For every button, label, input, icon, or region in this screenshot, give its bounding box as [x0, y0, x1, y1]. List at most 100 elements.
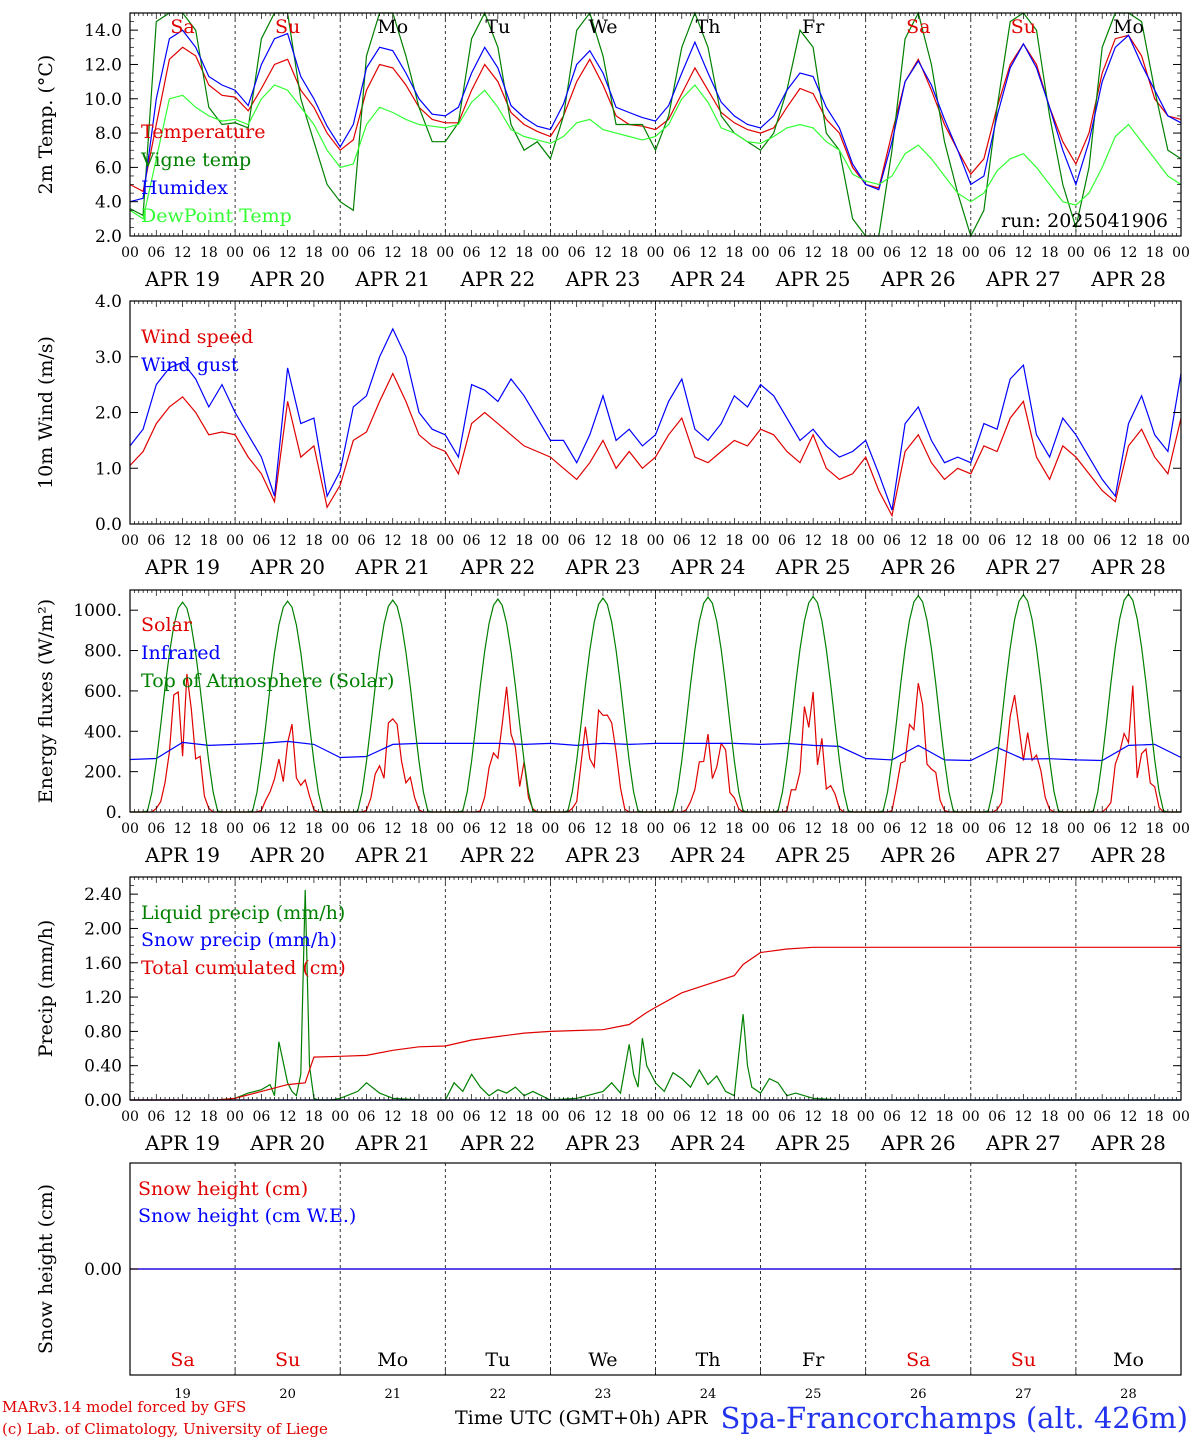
plot-frame — [129, 12, 1182, 237]
y-tick-label: 1000. — [73, 601, 122, 621]
hour-tick-label: 12 — [1120, 821, 1138, 837]
hour-tick-label: 00 — [226, 533, 244, 549]
legend-entry: Snow height (cm W.E.) — [138, 1205, 356, 1227]
hour-tick-label: 12 — [1014, 245, 1032, 261]
hour-tick-label: 12 — [174, 821, 192, 837]
day-label: APR 26 — [880, 843, 956, 867]
panel-3: 0. 200. 400. 600. 800. 1000. Energy fluxes (W/… — [35, 589, 1190, 867]
day-number-label: 21 — [384, 1387, 401, 1402]
day-label: APR 19 — [144, 1131, 220, 1155]
hour-tick-label: 18 — [1041, 1109, 1059, 1125]
hour-tick-label: 18 — [1041, 533, 1059, 549]
hour-tick-label: 06 — [883, 533, 901, 549]
hour-tick-label: 00 — [541, 245, 559, 261]
hour-tick-label: 06 — [673, 245, 691, 261]
y-axis-label: Snow height (cm) — [35, 1184, 57, 1354]
hour-tick-label: 00 — [436, 821, 454, 837]
hour-tick-label: 12 — [1120, 1109, 1138, 1125]
day-label: APR 23 — [565, 555, 641, 579]
y-axis-label: Precip (mm/h) — [35, 920, 57, 1058]
y-tick-label: 1.0 — [95, 459, 122, 479]
hour-tick-label: 00 — [752, 1109, 770, 1125]
day-number-label: 26 — [910, 1387, 927, 1402]
day-number-label: 25 — [805, 1387, 822, 1402]
legend-entry: Snow height (cm) — [138, 1178, 308, 1200]
y-tick-label: 800. — [84, 642, 122, 662]
credit-line-1: MARv3.14 model forced by GFS — [2, 1398, 246, 1416]
hour-tick-label: 00 — [647, 821, 665, 837]
time-axis-label: Time UTC (GMT+0h) APR — [455, 1407, 708, 1429]
day-label: APR 21 — [354, 555, 430, 579]
hour-tick-label: 00 — [857, 533, 875, 549]
panel-2: 0.0 1.0 2.0 3.0 4.0 10m Wind (m/s) Wind speed W… — [35, 292, 1190, 579]
day-label: APR 24 — [670, 267, 746, 291]
day-number-label: 27 — [1015, 1387, 1032, 1402]
y-tick-label: 2.00 — [84, 919, 122, 939]
hour-tick-label: 06 — [147, 821, 165, 837]
hour-tick-label: 18 — [936, 533, 954, 549]
hour-tick-label: 12 — [279, 821, 297, 837]
hour-tick-label: 06 — [778, 821, 796, 837]
day-label: APR 28 — [1090, 843, 1166, 867]
hour-tick-label: 00 — [647, 245, 665, 261]
day-label: APR 25 — [775, 1131, 851, 1155]
hour-tick-label: 00 — [121, 245, 139, 261]
hour-tick-label: 00 — [331, 1109, 349, 1125]
hour-tick-label: 00 — [541, 821, 559, 837]
hour-tick-label: 18 — [200, 533, 218, 549]
hour-tick-label: 18 — [200, 821, 218, 837]
hour-tick-label: 00 — [1067, 1109, 1085, 1125]
hour-tick-label: 12 — [594, 821, 612, 837]
hour-tick-label: 06 — [1093, 533, 1111, 549]
hour-tick-label: 12 — [174, 245, 192, 261]
day-label: APR 21 — [354, 267, 430, 291]
hour-tick-label: 00 — [1172, 245, 1190, 261]
hour-tick-label: 18 — [305, 245, 323, 261]
y-tick-label: 2.0 — [95, 404, 122, 424]
hour-tick-label: 12 — [909, 821, 927, 837]
day-label: APR 26 — [880, 267, 956, 291]
station-title: Spa-Francorchamps (alt. 426m) — [720, 1401, 1188, 1435]
hour-tick-label: 06 — [1093, 821, 1111, 837]
weekday-label-bottom: Su — [1011, 1349, 1036, 1371]
day-label: APR 23 — [565, 267, 641, 291]
hour-tick-label: 06 — [568, 1109, 586, 1125]
hour-tick-label: 18 — [936, 1109, 954, 1125]
hour-tick-label: 12 — [909, 533, 927, 549]
hour-tick-label: 18 — [831, 533, 849, 549]
hour-tick-label: 12 — [489, 1109, 507, 1125]
hour-tick-label: 00 — [436, 1109, 454, 1125]
day-label: APR 20 — [249, 843, 325, 867]
hour-tick-label: 12 — [174, 1109, 192, 1125]
hour-tick-label: 12 — [594, 245, 612, 261]
hour-tick-label: 18 — [515, 533, 533, 549]
hour-tick-label: 12 — [804, 245, 822, 261]
hour-tick-label: 12 — [489, 821, 507, 837]
legend-entry: Total cumulated (cm) — [141, 957, 346, 979]
hour-tick-label: 12 — [1014, 533, 1032, 549]
hour-tick-label: 12 — [804, 821, 822, 837]
weekday-label: Mo — [377, 16, 408, 38]
y-axis-label: 10m Wind (m/s) — [35, 336, 57, 489]
series-line-2-1 — [129, 372, 1182, 518]
hour-tick-label: 06 — [463, 245, 481, 261]
hour-tick-label: 06 — [147, 245, 165, 261]
hour-tick-label: 18 — [620, 245, 638, 261]
y-tick-label: 0.00 — [84, 1260, 122, 1280]
hour-tick-label: 00 — [857, 821, 875, 837]
hour-tick-label: 00 — [226, 821, 244, 837]
hour-tick-label: 18 — [515, 245, 533, 261]
weekday-label-bottom: Mo — [377, 1349, 408, 1371]
hour-tick-label: 18 — [620, 533, 638, 549]
hour-tick-label: 06 — [463, 821, 481, 837]
hour-tick-label: 00 — [962, 1109, 980, 1125]
legend-entry: Infrared — [141, 642, 221, 664]
hour-tick-label: 18 — [725, 821, 743, 837]
hour-tick-label: 00 — [436, 533, 454, 549]
y-tick-label: 0. — [106, 803, 122, 823]
day-label: APR 26 — [880, 1131, 956, 1155]
hour-tick-label: 12 — [384, 245, 402, 261]
hour-tick-label: 00 — [226, 1109, 244, 1125]
day-label: APR 21 — [354, 1131, 430, 1155]
